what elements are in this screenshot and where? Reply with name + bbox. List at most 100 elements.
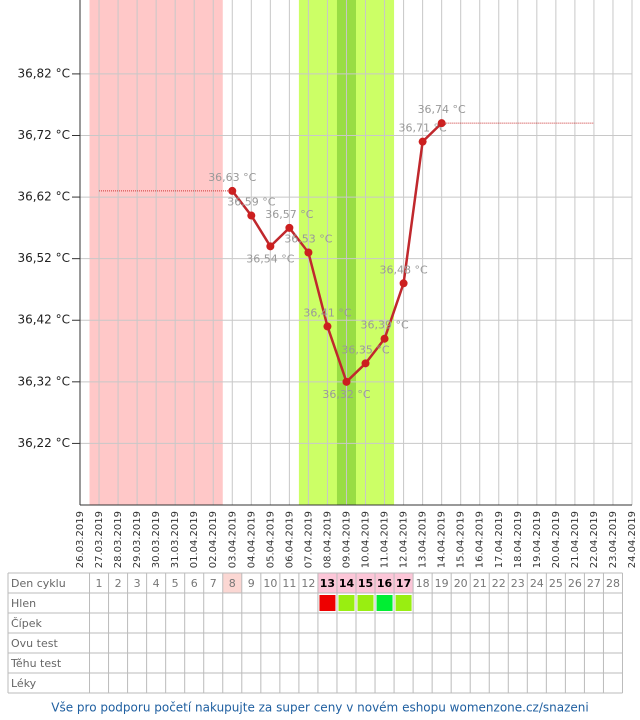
x-tick-label: 11.04.2019 — [380, 511, 391, 568]
value-label: 36,39 °C — [360, 319, 408, 332]
x-tick-label: 26.03.2019 — [75, 511, 86, 568]
temperature-point — [399, 279, 408, 288]
temperature-point — [285, 223, 294, 232]
day-highlight — [375, 573, 395, 593]
value-label: 36,63 °C — [208, 171, 256, 184]
y-tick-label: 36,52 °C — [17, 251, 70, 265]
cycle-day: 1 — [96, 577, 103, 590]
x-tick-label: 19.04.2019 — [532, 511, 543, 568]
temperature-point — [361, 359, 370, 368]
temperature-point — [247, 211, 256, 220]
x-tick-label: 23.04.2019 — [608, 511, 619, 568]
temperature-line — [231, 122, 443, 385]
x-tick-label: 27.03.2019 — [94, 511, 105, 568]
cycle-day: 28 — [606, 577, 620, 590]
value-label: 36,41 °C — [303, 306, 351, 319]
cycle-day: 24 — [530, 577, 544, 590]
day-highlight — [222, 573, 242, 593]
cycle-day: 21 — [473, 577, 487, 590]
temperature-point — [266, 242, 275, 251]
cycle-day: 14 — [339, 577, 355, 590]
cycle-day: 6 — [191, 577, 198, 590]
day-highlight — [356, 573, 376, 593]
x-tick-label: 16.04.2019 — [475, 511, 486, 568]
x-tick-label: 04.04.2019 — [246, 511, 257, 568]
mucus-mark — [357, 595, 374, 611]
y-tick-label: 36,22 °C — [17, 436, 70, 450]
temperature-point — [228, 186, 237, 195]
x-tick-label: 29.03.2019 — [132, 511, 143, 568]
x-tick-label: 18.04.2019 — [513, 511, 524, 568]
cycle-day: 20 — [454, 577, 468, 590]
cycle-day: 10 — [263, 577, 277, 590]
x-tick-label: 30.03.2019 — [151, 511, 162, 568]
y-tick-label: 36,72 °C — [17, 128, 70, 142]
x-tick-label: 13.04.2019 — [418, 511, 429, 568]
cycle-day: 23 — [511, 577, 525, 590]
cycle-day: 8 — [229, 577, 236, 590]
cycle-day: 9 — [248, 577, 255, 590]
cycle-day: 4 — [153, 577, 160, 590]
x-tick-label: 07.04.2019 — [303, 511, 314, 568]
x-tick-label: 22.04.2019 — [589, 511, 600, 568]
row-label: Léky — [11, 677, 37, 690]
y-tick-label: 36,42 °C — [17, 313, 70, 327]
value-label: 36,74 °C — [418, 103, 466, 116]
x-tick-label: 12.04.2019 — [399, 511, 410, 568]
cycle-day: 26 — [568, 577, 582, 590]
y-tick-label: 36,62 °C — [17, 190, 70, 204]
x-tick-label: 06.04.2019 — [284, 511, 295, 568]
x-tick-label: 01.04.2019 — [189, 511, 200, 568]
y-tick-label: 36,32 °C — [17, 374, 70, 388]
day-highlight — [336, 573, 356, 593]
x-tick-label: 08.04.2019 — [322, 511, 333, 568]
row-label: Ovu test — [11, 637, 58, 650]
mucus-mark — [338, 595, 355, 611]
cycle-day: 3 — [134, 577, 141, 590]
row-label: Den cyklu — [11, 577, 66, 590]
mucus-mark — [319, 595, 336, 611]
row-label: Čípek — [11, 617, 42, 630]
x-tick-label: 28.03.2019 — [113, 511, 124, 568]
day-highlight — [394, 573, 414, 593]
cycle-day: 17 — [396, 577, 411, 590]
mucus-mark — [395, 595, 412, 611]
x-tick-label: 10.04.2019 — [361, 511, 372, 568]
day-highlight — [317, 573, 337, 593]
temperature-point — [323, 322, 332, 331]
cycle-day: 2 — [115, 577, 122, 590]
row-label: Těhu test — [10, 657, 62, 670]
footer: Vše pro podporu početí nakupujte za supe… — [51, 701, 588, 715]
value-label: 36,48 °C — [380, 263, 428, 276]
mucus-mark — [376, 595, 393, 611]
cycle-day: 15 — [358, 577, 373, 590]
x-tick-label: 17.04.2019 — [494, 511, 505, 568]
cycle-day: 19 — [435, 577, 449, 590]
x-tick-label: 14.04.2019 — [437, 511, 448, 568]
cycle-day: 22 — [492, 577, 506, 590]
value-label: 36,59 °C — [227, 196, 275, 209]
cycle-day: 13 — [320, 577, 335, 590]
x-tick-label: 20.04.2019 — [551, 511, 562, 568]
value-label: 36,35 °C — [341, 343, 389, 356]
value-label: 36,71 °C — [399, 122, 447, 135]
x-tick-label: 09.04.2019 — [341, 511, 352, 568]
cycle-day: 7 — [210, 577, 217, 590]
cycle-day: 18 — [416, 577, 430, 590]
x-tick-label: 02.04.2019 — [208, 511, 219, 568]
temperature-point — [304, 248, 313, 257]
x-tick-label: 21.04.2019 — [570, 511, 581, 568]
x-tick-label: 24.04.2019 — [627, 511, 638, 568]
value-label: 36,54 °C — [246, 252, 294, 265]
cycle-day: 16 — [377, 577, 393, 590]
cycle-day: 11 — [282, 577, 296, 590]
x-tick-label: 03.04.2019 — [227, 511, 238, 568]
temperature-point — [380, 334, 389, 343]
cycle-day: 5 — [172, 577, 179, 590]
value-label: 36,53 °C — [284, 233, 332, 246]
temperature-point — [418, 137, 427, 146]
cycle-day: 25 — [549, 577, 563, 590]
row-label: Hlen — [11, 597, 36, 610]
x-tick-label: 15.04.2019 — [456, 511, 467, 568]
